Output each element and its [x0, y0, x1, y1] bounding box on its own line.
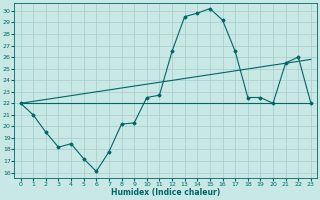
X-axis label: Humidex (Indice chaleur): Humidex (Indice chaleur): [111, 188, 220, 197]
